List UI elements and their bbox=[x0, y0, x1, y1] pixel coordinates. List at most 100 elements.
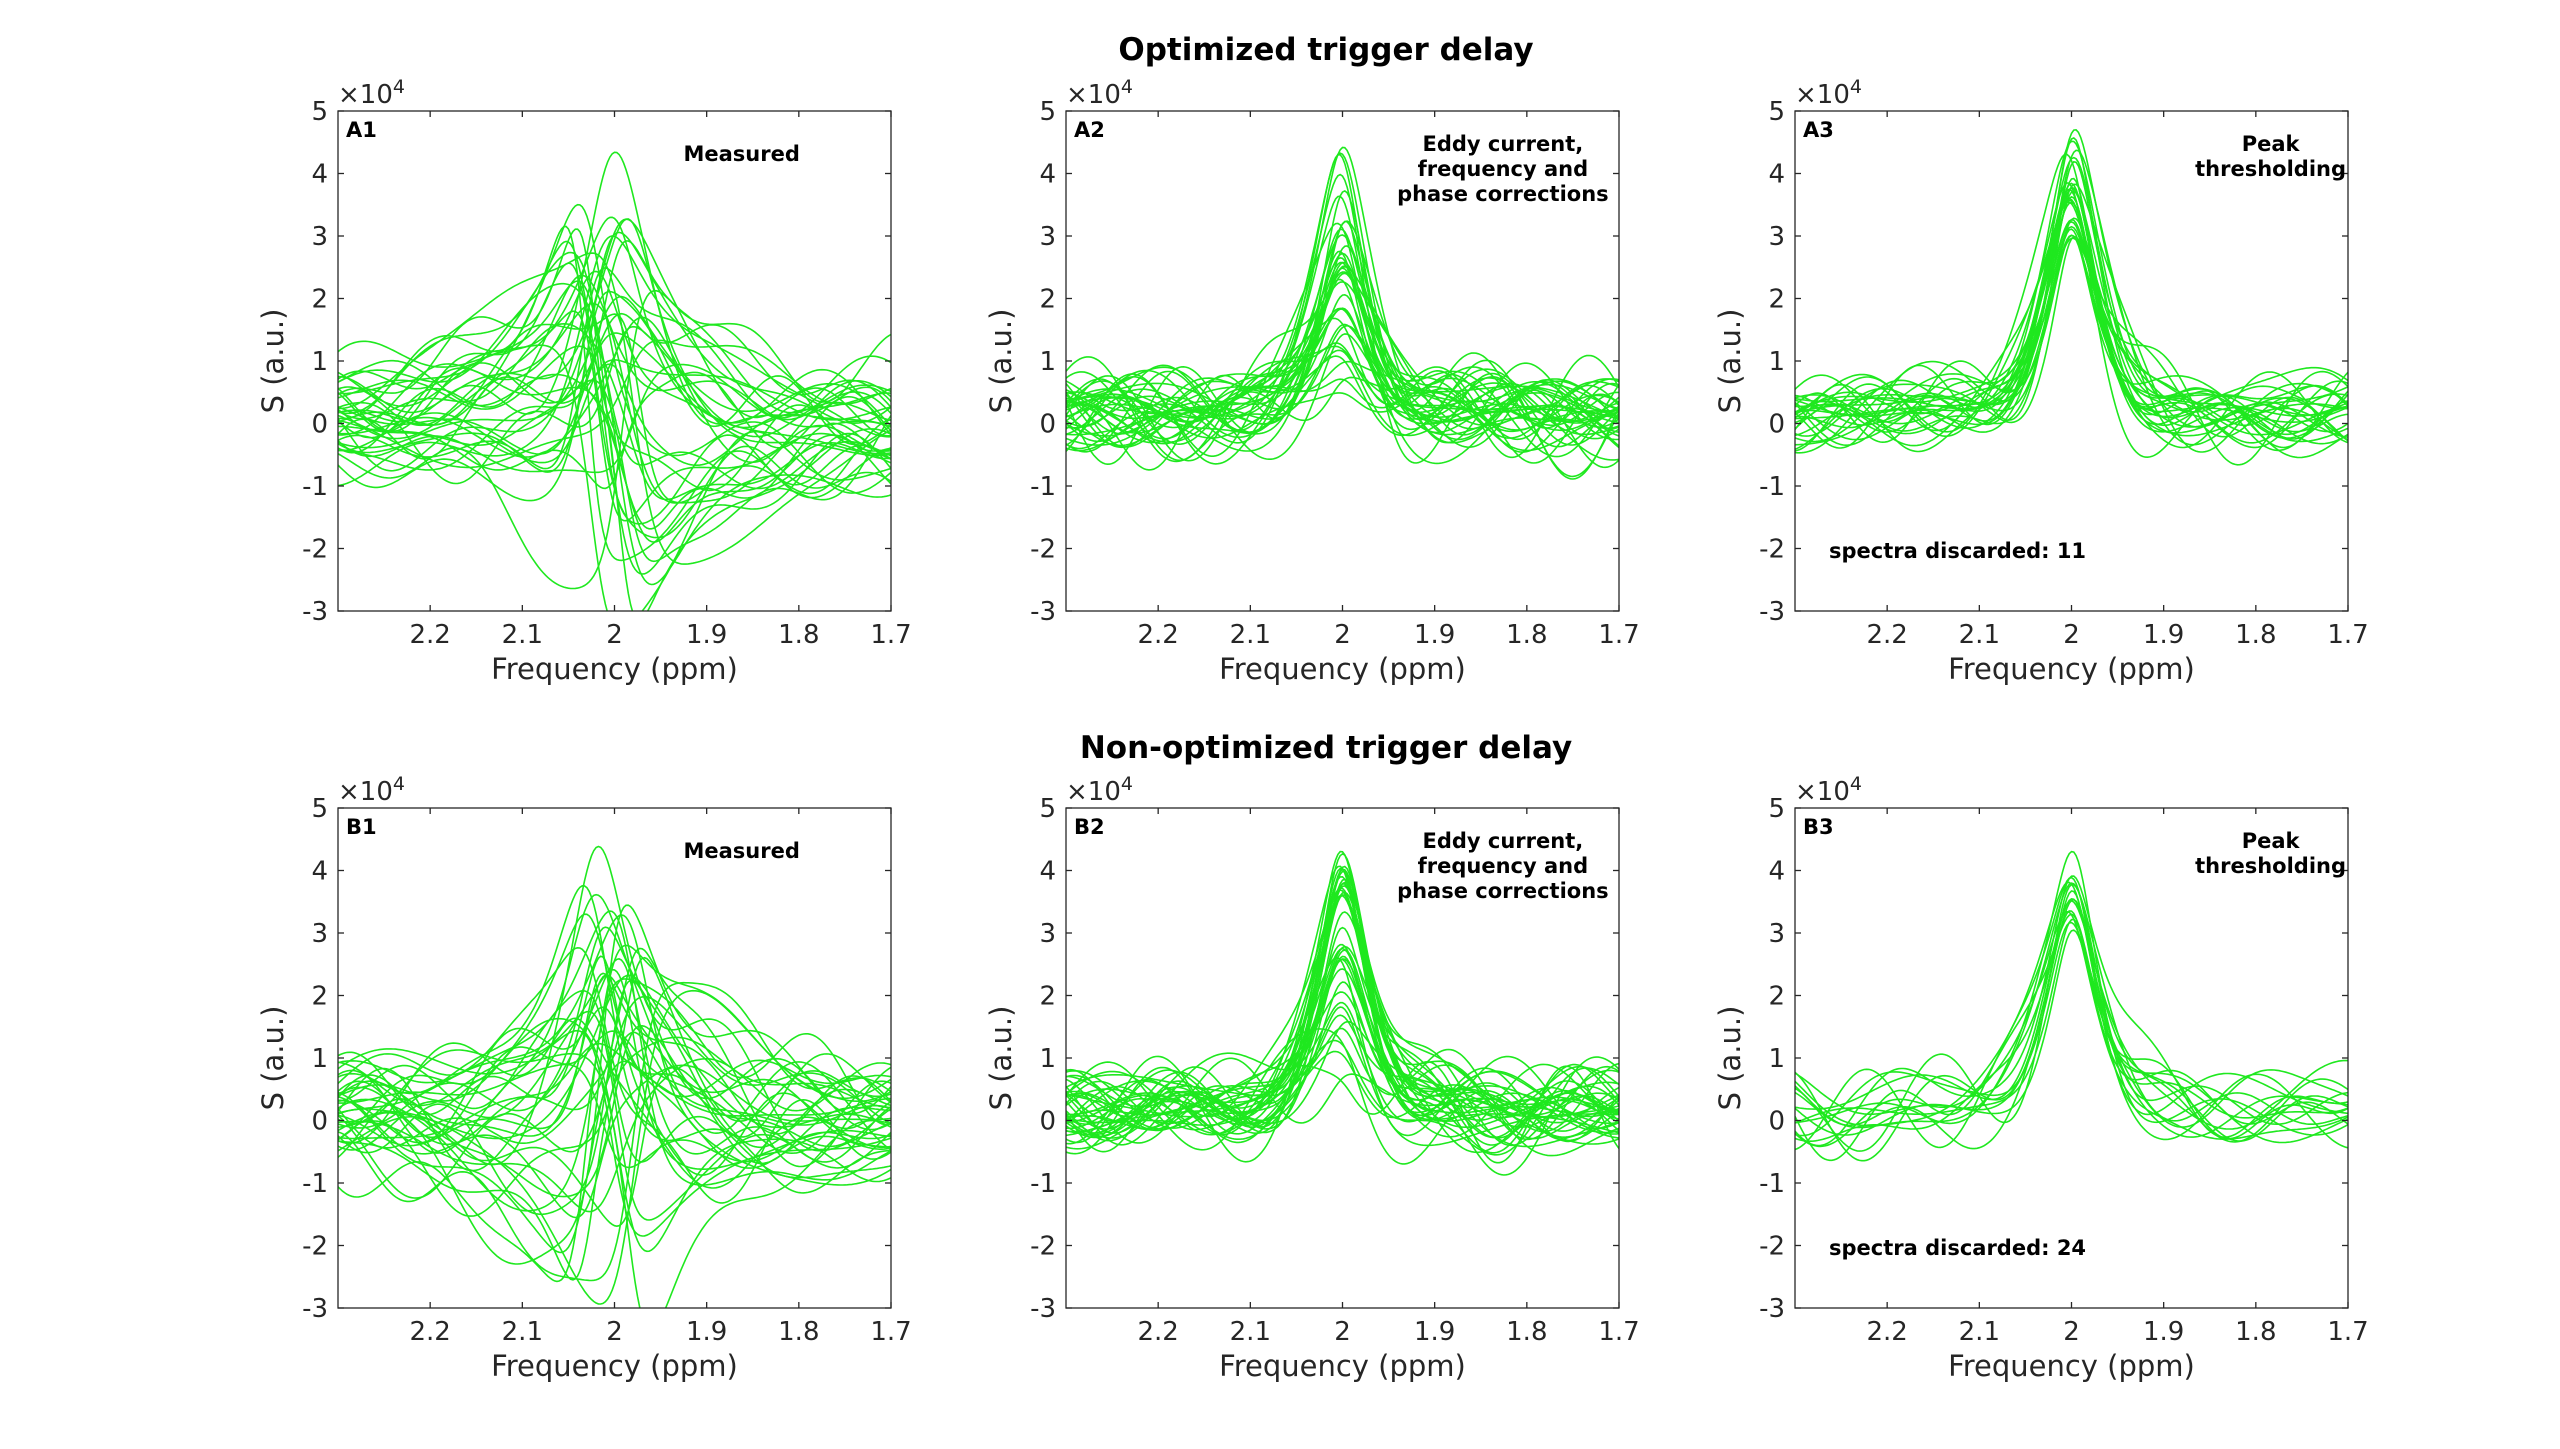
y-tick-label: 3 bbox=[1039, 919, 1056, 949]
spectrum-line bbox=[338, 893, 891, 1154]
y-tick-label: 3 bbox=[1768, 222, 1785, 252]
spectrum-line bbox=[1066, 293, 1619, 444]
spectrum-line bbox=[1795, 217, 2348, 443]
x-axis-label: Frequency (ppm) bbox=[491, 652, 738, 686]
x-tick-label: 1.7 bbox=[1598, 1317, 1639, 1347]
x-tick-label: 2.1 bbox=[1230, 620, 1271, 650]
y-tick-label: 3 bbox=[311, 919, 328, 949]
y-tick-label: 0 bbox=[1039, 410, 1056, 440]
y-tick-label: 2 bbox=[1039, 982, 1056, 1012]
y-axis-label: S (a.u.) bbox=[1713, 309, 1747, 414]
x-tick-label: 2.1 bbox=[1959, 1317, 2000, 1347]
x-tick-label: 2 bbox=[606, 1317, 623, 1347]
x-tick-label: 2 bbox=[2063, 620, 2080, 650]
spectrum-line bbox=[338, 252, 891, 565]
spectrum-line bbox=[338, 974, 891, 1140]
y-tick-label: 0 bbox=[1039, 1107, 1056, 1137]
panel-grid: 2.2 2.1 2 1.9 1.8 1.7 -3 -2 -1 0 1 2 3 4 5 ×104 Frequenc… bbox=[256, 76, 2369, 1383]
spectrum-line bbox=[338, 302, 891, 504]
spectrum-line bbox=[338, 235, 891, 487]
spectrum-line bbox=[1066, 1057, 1619, 1130]
spectrum-line bbox=[338, 332, 891, 455]
spectrum-line bbox=[1795, 899, 2348, 1130]
x-tick-label: 2 bbox=[1334, 1317, 1351, 1347]
spectrum-line bbox=[1066, 272, 1619, 458]
annotation-text: frequency and bbox=[1418, 854, 1589, 878]
spectrum-line bbox=[338, 914, 891, 1186]
y-tick-label: -3 bbox=[1030, 1294, 1056, 1324]
spectrum-line bbox=[1795, 897, 2348, 1142]
annotation-text: thresholding bbox=[2195, 854, 2346, 878]
y-tick-label: -1 bbox=[1030, 472, 1056, 502]
x-tick-label: 1.7 bbox=[2327, 1317, 2368, 1347]
y-multiplier-label: ×104 bbox=[338, 773, 405, 807]
spectrum-line bbox=[1066, 195, 1619, 453]
spectrum-line bbox=[1066, 1020, 1619, 1145]
y-tick-label: 5 bbox=[311, 794, 328, 824]
x-tick-label: 1.9 bbox=[686, 1317, 727, 1347]
spectrum-line bbox=[338, 926, 891, 1172]
panel-label: A1 bbox=[346, 118, 377, 142]
y-tick-label: 2 bbox=[311, 285, 328, 315]
spectrum-line bbox=[338, 1058, 891, 1213]
y-tick-label: 5 bbox=[1039, 97, 1056, 127]
spectrum-line bbox=[1066, 222, 1619, 464]
spectrum-line bbox=[1795, 201, 2348, 466]
x-tick-label: 2.1 bbox=[502, 1317, 543, 1347]
y-tick-label: 5 bbox=[311, 97, 328, 127]
spectrum-line bbox=[1795, 221, 2348, 449]
spectrum-line bbox=[1066, 308, 1619, 446]
spectrum-line bbox=[1795, 881, 2348, 1127]
y-axis-label: S (a.u.) bbox=[256, 309, 290, 414]
spectra-group bbox=[1795, 850, 2348, 1162]
x-axis-label: Frequency (ppm) bbox=[1219, 652, 1466, 686]
annotation-text: Peak bbox=[2242, 829, 2301, 853]
x-tick-label: 2.1 bbox=[1230, 1317, 1271, 1347]
x-tick-label: 1.8 bbox=[778, 620, 819, 650]
spectrum-line bbox=[1795, 918, 2348, 1144]
x-tick-label: 2.2 bbox=[409, 620, 450, 650]
spectrum-line bbox=[338, 359, 891, 464]
y-tick-label: 1 bbox=[311, 347, 328, 377]
spectrum-line bbox=[338, 344, 891, 611]
spectrum-line bbox=[338, 367, 891, 543]
spectrum-line bbox=[338, 956, 891, 1217]
annotation-text: Measured bbox=[683, 839, 799, 863]
panel-b3: 2.2 2.1 2 1.9 1.8 1.7 -3 -2 -1 0 1 2 3 4 5 ×104 Frequenc… bbox=[1713, 773, 2369, 1383]
y-tick-label: 4 bbox=[1039, 160, 1056, 190]
spectrum-line bbox=[338, 270, 891, 438]
y-tick-label: 1 bbox=[1039, 1044, 1056, 1074]
spectrum-line bbox=[338, 295, 891, 449]
x-tick-label: 1.9 bbox=[1414, 620, 1455, 650]
y-tick-label: 3 bbox=[311, 222, 328, 252]
y-axis-label: S (a.u.) bbox=[984, 1006, 1018, 1111]
y-multiplier-label: ×104 bbox=[1795, 76, 1862, 110]
panel-a1: 2.2 2.1 2 1.9 1.8 1.7 -3 -2 -1 0 1 2 3 4 5 ×104 Frequenc… bbox=[256, 76, 912, 686]
spectrum-line bbox=[1066, 220, 1619, 448]
x-tick-label: 2.2 bbox=[1137, 1317, 1178, 1347]
x-tick-label: 2.2 bbox=[1866, 1317, 1907, 1347]
spectrum-line bbox=[338, 1066, 891, 1228]
x-tick-label: 2.1 bbox=[502, 620, 543, 650]
spectrum-line bbox=[1066, 355, 1619, 449]
y-tick-label: 3 bbox=[1039, 222, 1056, 252]
spectrum-line bbox=[1795, 197, 2348, 433]
spectrum-line bbox=[1066, 949, 1619, 1132]
spectrum-line bbox=[1795, 187, 2348, 447]
x-axis-label: Frequency (ppm) bbox=[1948, 1349, 2195, 1383]
y-tick-label: -2 bbox=[302, 535, 328, 565]
y-tick-label: 3 bbox=[1768, 919, 1785, 949]
spectra-group bbox=[1795, 128, 2348, 466]
y-tick-label: -3 bbox=[1030, 597, 1056, 627]
y-tick-label: 1 bbox=[1039, 347, 1056, 377]
spectrum-line bbox=[1066, 333, 1619, 460]
x-tick-label: 2.2 bbox=[409, 1317, 450, 1347]
y-tick-label: 5 bbox=[1768, 97, 1785, 127]
annotation-text: Peak bbox=[2242, 132, 2301, 156]
y-tick-label: -2 bbox=[1030, 535, 1056, 565]
annotation-text: phase corrections bbox=[1397, 879, 1609, 903]
y-axis-label: S (a.u.) bbox=[256, 1006, 290, 1111]
spectrum-line bbox=[1066, 852, 1619, 1139]
x-tick-label: 1.8 bbox=[1506, 1317, 1547, 1347]
y-tick-label: 4 bbox=[311, 160, 328, 190]
